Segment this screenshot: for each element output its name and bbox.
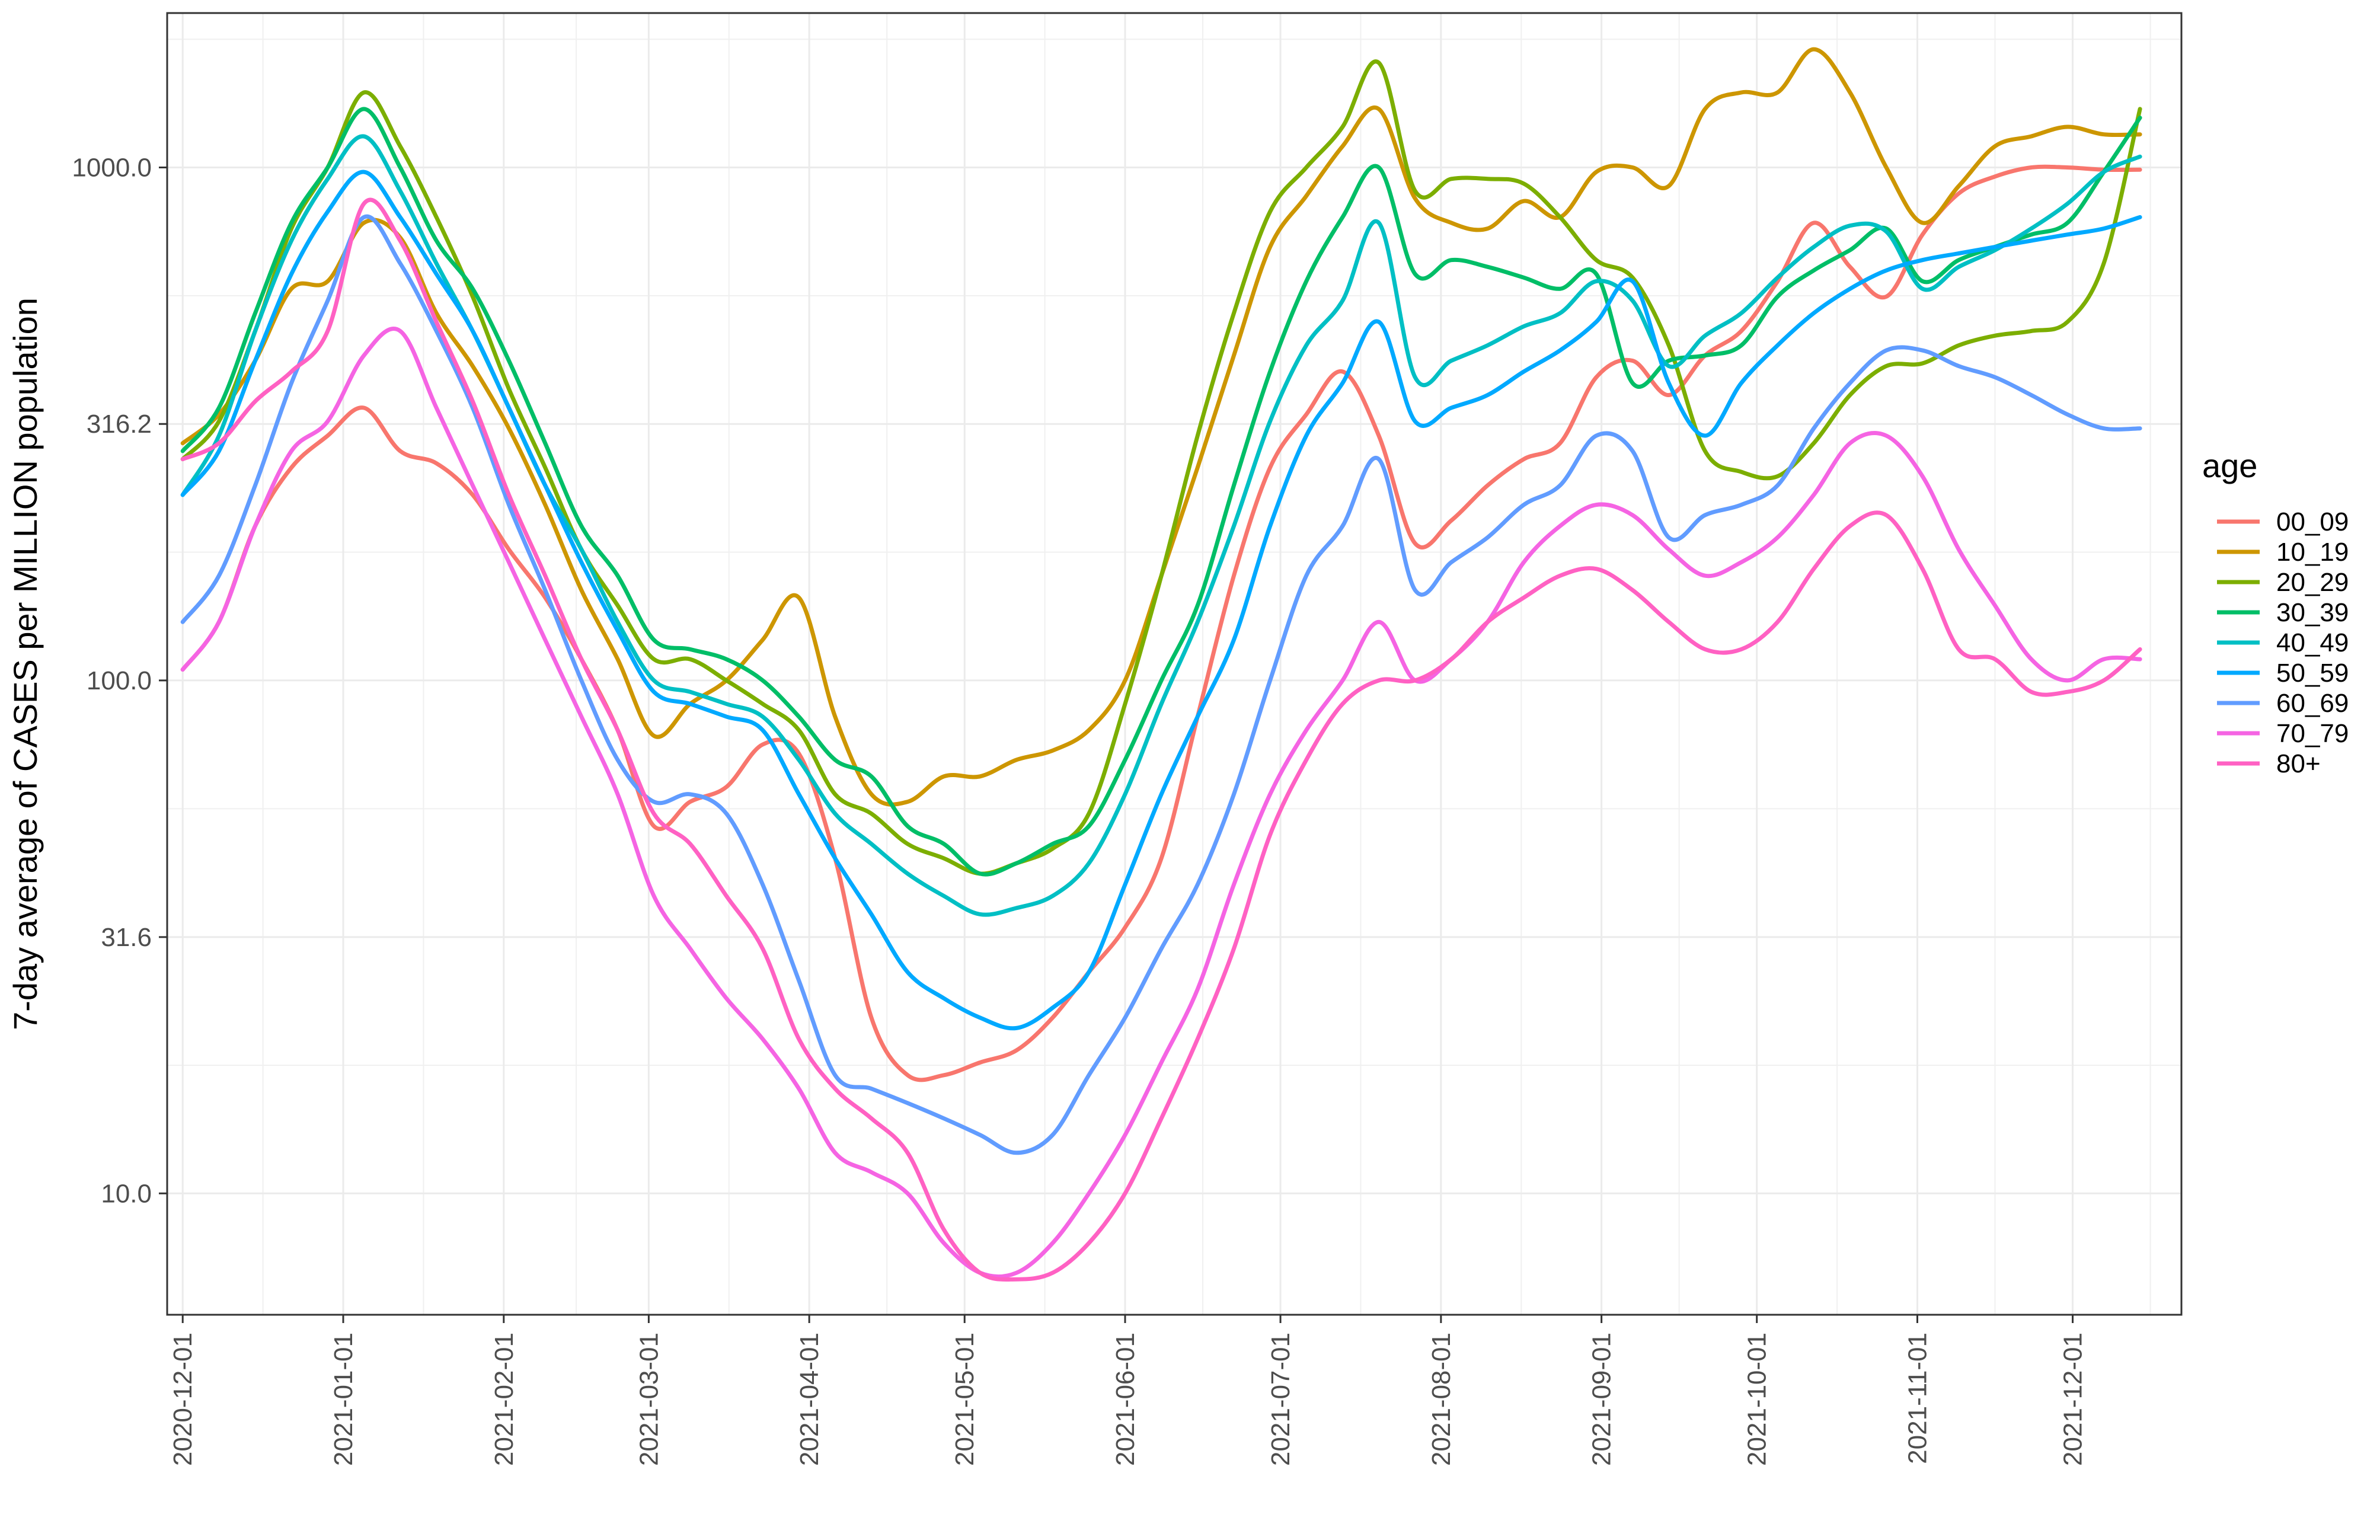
legend-label-20_29: 20_29	[2276, 568, 2349, 597]
series-line-80+	[180, 197, 2142, 1282]
x-tick-label: 2021-01-01	[329, 1333, 358, 1466]
x-tick-label: 2021-08-01	[1427, 1333, 1456, 1466]
x-tick-label: 2021-06-01	[1111, 1333, 1140, 1466]
legend-label-10_19: 10_19	[2276, 538, 2349, 567]
legend-item-80+: 80+	[2217, 749, 2321, 778]
legend-item-20_29: 20_29	[2217, 568, 2349, 597]
x-tick-label: 2021-02-01	[490, 1333, 519, 1466]
series-line-00_09	[180, 164, 2142, 1082]
x-tick-label: 2021-09-01	[1587, 1333, 1617, 1466]
legend-label-60_69: 60_69	[2276, 689, 2349, 718]
legend-item-50_59: 50_59	[2217, 659, 2349, 688]
y-axis-label: 7-day average of CASES per MILLION popul…	[7, 298, 44, 1030]
y-tick-label: 100.0	[87, 666, 152, 695]
legend-label-40_49: 40_49	[2276, 628, 2349, 657]
x-tick-label: 2021-03-01	[634, 1333, 663, 1466]
series-line-30_39	[180, 107, 2142, 877]
legend-label-80+: 80+	[2276, 749, 2321, 778]
x-tick-label: 2020-12-01	[168, 1333, 197, 1466]
y-tick-label: 10.0	[101, 1179, 152, 1208]
y-tick-label: 31.6	[101, 923, 152, 952]
axes: 10.0 31.6 100.0 316.2 1000.0 2020-12-01 2021-0…	[72, 154, 2087, 1466]
legend-label-70_79: 70_79	[2276, 719, 2349, 748]
x-tick-label: 2021-07-01	[1266, 1333, 1295, 1466]
legend-item-40_49: 40_49	[2217, 628, 2349, 657]
legend-label-30_39: 30_39	[2276, 598, 2349, 627]
plot-area	[166, 12, 2183, 1316]
x-tick-label: 2021-10-01	[1743, 1333, 1772, 1466]
legend-item-30_39: 30_39	[2217, 598, 2349, 627]
x-tick-label: 2021-04-01	[795, 1333, 824, 1466]
x-tick-label: 2021-11-01	[1903, 1333, 1932, 1464]
x-tick-label: 2021-05-01	[950, 1333, 979, 1466]
series-line-60_69	[180, 214, 2142, 1155]
x-tick-label: 2021-12-01	[2059, 1333, 2088, 1466]
legend-item-60_69: 60_69	[2217, 689, 2349, 718]
legend-item-00_09: 00_09	[2217, 507, 2349, 536]
legend-item-70_79: 70_79	[2217, 719, 2349, 748]
legend-item-10_19: 10_19	[2217, 538, 2349, 567]
legend: age 00_0910_1920_2930_3940_4950_5960_697…	[2202, 447, 2349, 778]
legend-label-50_59: 50_59	[2276, 659, 2349, 688]
legend-title: age	[2202, 447, 2257, 484]
y-tick-label: 316.2	[87, 410, 152, 439]
series-line-50_59	[180, 170, 2142, 1031]
plot-border	[166, 12, 2183, 1316]
plot-panel	[167, 13, 2181, 1315]
y-tick-label: 1000.0	[72, 154, 152, 183]
series-line-70_79	[180, 327, 2142, 1279]
legend-label-00_09: 00_09	[2276, 507, 2349, 536]
